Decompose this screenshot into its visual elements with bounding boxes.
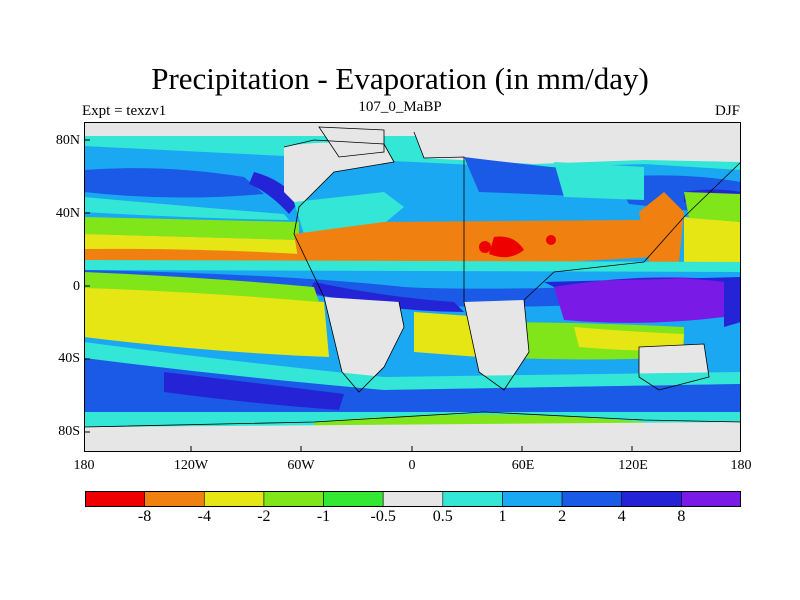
map-tick-marks (84, 139, 633, 452)
east-asia-green (684, 192, 741, 222)
colorbar-label: -2 (257, 508, 271, 525)
south-atlantic-yellow (414, 312, 484, 357)
colorbar-label: 4 (617, 508, 626, 525)
lon-tick-180w: 180 (73, 458, 95, 473)
north-pacific-band (84, 197, 289, 220)
colorbar-box (144, 491, 205, 507)
coastlines (84, 126, 741, 428)
lon-tick-60e: 60E (511, 458, 535, 473)
colorbar-box (263, 491, 324, 507)
colorbar-label: 2 (558, 508, 567, 525)
south-pacific-yellow (84, 287, 329, 357)
colorbar-label: -4 (197, 508, 211, 525)
colorbar-box (681, 491, 741, 507)
colorbar-label: -0.5 (370, 508, 396, 525)
lon-tick-120e: 120E (618, 458, 648, 473)
lat-tick-40n: 40N (55, 206, 80, 221)
north-america-gray (284, 142, 394, 207)
north-atlantic-dark (249, 172, 299, 214)
lat-tick-40s: 40S (58, 351, 80, 366)
lon-tick-0: 0 (408, 458, 416, 473)
south-indian-yellow (574, 327, 684, 351)
colorbar (85, 491, 741, 507)
east-asia-yellow (684, 217, 741, 264)
itcz-dark (309, 282, 464, 312)
period-label: 107_0_MaBP (358, 99, 442, 115)
south-teal-band (84, 342, 741, 390)
eurasia-gray (414, 132, 741, 164)
desert-belt-orange (294, 220, 654, 264)
colorbar-label: -8 (137, 508, 152, 525)
north-pacific-blue (84, 168, 264, 198)
desert-hotspot-2 (479, 241, 491, 253)
north-subtropic-green (84, 217, 299, 240)
colorbar-label: 8 (677, 508, 686, 525)
colorbar-label: 1 (498, 508, 507, 525)
africa-gray (464, 300, 529, 390)
colorbar-box (621, 491, 682, 507)
lat-tick-80n: 80N (55, 133, 80, 148)
colorbar-label: 0.5 (432, 508, 453, 525)
south-pacific-green (84, 272, 319, 302)
east-asia-orange (639, 192, 684, 262)
colorbar-box (502, 491, 563, 507)
antarctica-gray (84, 422, 741, 452)
colorbar-box (561, 491, 623, 507)
tropical-teal-band (84, 260, 741, 272)
lon-tick-180e: 180 (730, 458, 752, 473)
north-subtropic-orange (84, 248, 299, 262)
colorbar-box (85, 491, 145, 507)
southern-ocean-dark (164, 372, 344, 410)
experiment-label: Expt = texzv1 (82, 103, 167, 119)
warm-pool-dark (544, 277, 741, 327)
lon-tick-60w: 60W (287, 458, 315, 473)
lat-tick-80s: 80S (58, 424, 80, 439)
south-america-gray (324, 297, 404, 392)
lon-tick-120w: 120W (173, 458, 209, 473)
colorbar-label: -1 (316, 508, 331, 525)
desert-hotspot-1 (489, 236, 524, 258)
colorbar-box (323, 491, 384, 507)
colorbar-box (382, 491, 444, 507)
arctic-gray (84, 122, 741, 136)
warm-pool-purple (554, 277, 724, 323)
plot-title: Precipitation - Evaporation (in mm/day) (151, 61, 649, 96)
pme-map (84, 122, 741, 452)
lat-tick-0: 0 (73, 279, 80, 294)
season-label: DJF (714, 103, 740, 119)
colorbar-box (442, 491, 503, 507)
siberia-teal (554, 162, 644, 200)
desert-hotspot-3 (546, 235, 556, 245)
colorbar-box (203, 491, 265, 507)
